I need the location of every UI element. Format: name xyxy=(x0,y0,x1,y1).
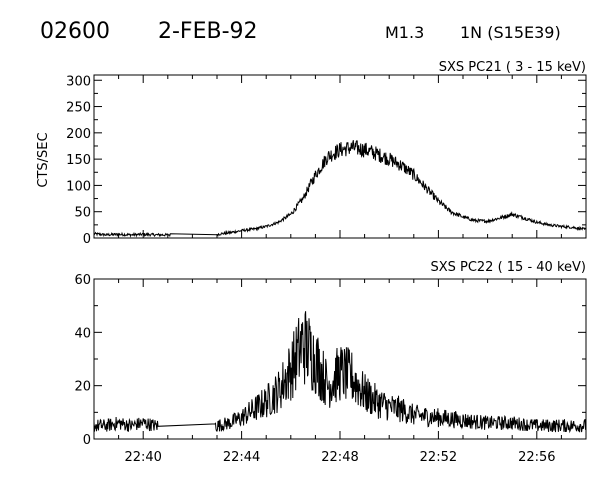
panel-pc22: SXS PC22 ( 15 - 40 keV) 22:40 22:44 22:48 2… xyxy=(74,260,587,465)
header: 02600 2-FEB-92 M1.3 1N (S15E39) xyxy=(40,19,561,44)
y-tick-label: 250 xyxy=(66,101,91,116)
panel-pc21-series-line xyxy=(93,140,587,238)
panel-pc22-series-line xyxy=(93,311,587,434)
panel-pc21-title: SXS PC21 ( 3 - 15 keV) xyxy=(439,60,586,75)
y-tick-label: 200 xyxy=(66,127,91,142)
panel-pc22-title: SXS PC22 ( 15 - 40 keV) xyxy=(430,260,586,275)
y-tick-label: 20 xyxy=(74,380,91,395)
panel-pc22-ticks xyxy=(93,278,587,440)
x-tick-label: 22:44 xyxy=(223,450,260,465)
y-tick-label: 60 xyxy=(74,273,91,288)
y-tick-label: 40 xyxy=(74,326,91,341)
panel-pc22-xtick-labels: 22:40 22:44 22:48 22:52 22:56 xyxy=(124,450,555,465)
panel-pc21-ticks xyxy=(93,75,587,239)
x-tick-label: 22:56 xyxy=(518,450,555,465)
panel-pc22-ytick-labels: 0 20 40 60 xyxy=(74,273,91,448)
event-date: 2-FEB-92 xyxy=(158,19,258,44)
y-tick-label: 0 xyxy=(83,232,91,247)
panel-pc21-ytick-labels: 0 50 100 150 200 250 300 xyxy=(66,74,91,247)
event-id: 02600 xyxy=(40,19,110,44)
y-tick-label: 100 xyxy=(66,179,91,194)
panel-pc21: SXS PC21 ( 3 - 15 keV) CTS/SEC 0 50 100 150… xyxy=(36,60,587,247)
x-tick-label: 22:48 xyxy=(321,450,358,465)
x-tick-label: 22:40 xyxy=(124,450,161,465)
x-tick-label: 22:52 xyxy=(420,450,457,465)
y-tick-label: 300 xyxy=(66,74,91,89)
flare-location: 1N (S15E39) xyxy=(460,23,561,42)
y-tick-label: 50 xyxy=(74,206,91,221)
y-axis-label: CTS/SEC xyxy=(36,132,51,187)
y-tick-label: 0 xyxy=(83,433,91,448)
flare-class: M1.3 xyxy=(385,23,424,42)
y-tick-label: 150 xyxy=(66,153,91,168)
